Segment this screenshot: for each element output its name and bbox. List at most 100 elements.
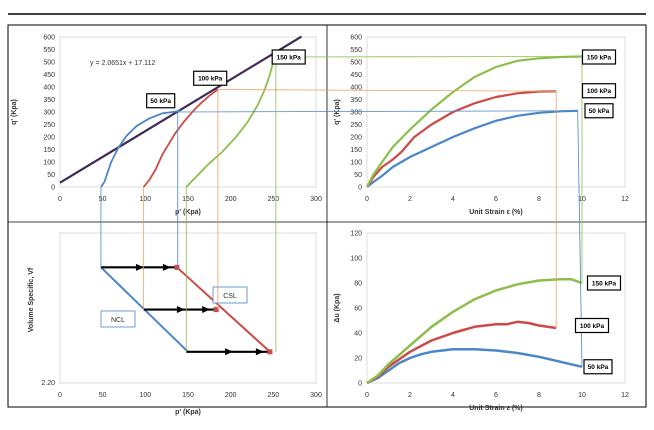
pressure-label: 50 kPa <box>588 364 609 371</box>
pressure-label: 150 kPa <box>277 54 302 61</box>
pressure-label-box <box>146 93 176 109</box>
y-tick-label: 250 <box>350 122 362 129</box>
y-tick-label: 100 <box>350 256 362 263</box>
projection-line <box>177 110 578 113</box>
x-tick-labels: 0 2 4 6 8 10 12 <box>365 392 629 399</box>
y-tick-labels: 0 50 100 150 200 250 300 350 400 450 500 550 600 <box>350 35 362 192</box>
pore-pressure-chart: 0 2 4 6 8 10 12 0 20 40 60 80 100 120 Unit Strain ε … <box>334 231 629 413</box>
volume-path-chart: 0 50 100 150 200 250 300 2.20 p' (Kpa) Volume … <box>28 232 322 416</box>
pressure-label: 100 kPa <box>580 323 605 330</box>
pressure-label: 150 kPa <box>587 54 612 61</box>
x-tick-label: 12 <box>621 196 629 203</box>
y-tick-label: 500 <box>43 60 55 67</box>
x-tick-label: 100 <box>139 196 151 203</box>
y-tick-label: 60 <box>354 306 362 313</box>
arrow-head <box>202 306 211 314</box>
pressure-label-box <box>581 83 617 99</box>
plot-area <box>59 232 317 384</box>
arrow-head <box>162 263 171 271</box>
y-axis-label: q' (Kpa) <box>11 99 18 125</box>
x-tick-label: 2 <box>408 392 412 399</box>
y-axis-label: Volume Specific, Vf <box>28 267 35 332</box>
pressure-label-box <box>583 359 613 375</box>
y-tick-label: 2.20 <box>41 380 55 387</box>
pressure-label-box <box>586 275 622 291</box>
y-tick-label: 600 <box>350 35 362 42</box>
y-axis-label: q' (Kpa) <box>334 99 341 125</box>
x-tick-label: 150 <box>182 392 194 399</box>
plot-area <box>366 232 626 384</box>
x-axis-label: p' (Kpa) <box>175 409 201 416</box>
y-tick-label: 250 <box>43 122 55 129</box>
stress-path-chart: 0 50 100 150 200 250 300 0 50 100 150 200 250 300 350… <box>11 35 322 217</box>
pressure-label: 150 kPa <box>592 280 617 287</box>
x-tick-label: 0 <box>365 392 369 399</box>
x-tick-label: 2 <box>408 196 412 203</box>
pressure-label-box <box>574 317 610 334</box>
x-tick-label: 150 <box>182 196 194 203</box>
x-tick-labels: 0 50 100 150 200 250 300 <box>58 392 322 399</box>
series-line-50-kpa <box>366 109 578 188</box>
x-tick-label: 0 <box>365 196 369 203</box>
series-group <box>100 56 277 188</box>
y-tick-label: 400 <box>350 85 362 92</box>
series-line-100-kpa <box>142 88 219 188</box>
x-tick-label: 300 <box>310 392 322 399</box>
x-tick-label: 10 <box>578 392 586 399</box>
x-tick-label: 12 <box>621 392 629 399</box>
y-tick-label: 150 <box>350 147 362 154</box>
pressure-label: 100 kPa <box>198 76 223 83</box>
arrow-head <box>255 348 264 356</box>
x-axis-label: p' (Kpa) <box>175 209 201 216</box>
pressure-label-box <box>271 49 306 65</box>
projection-line <box>275 56 583 58</box>
y-tick-label: 200 <box>43 135 55 142</box>
x-tick-label: 6 <box>494 392 498 399</box>
x-tick-label: 4 <box>451 392 455 399</box>
series-line-50-kpa <box>100 109 181 188</box>
arrow-head <box>176 306 185 314</box>
y-tick-label: 80 <box>354 281 362 288</box>
x-axis-label: Unit Strain ε (%) <box>469 209 523 216</box>
figure-frame <box>7 13 647 408</box>
series-line-100-kpa <box>366 320 557 385</box>
end-marker <box>213 307 219 313</box>
arrow-head <box>225 348 234 356</box>
y-tick-label: 350 <box>43 97 55 104</box>
plot-area <box>366 36 626 188</box>
y-tick-label: 300 <box>43 110 55 117</box>
series-line-150-kpa <box>185 56 277 188</box>
x-tick-label: 8 <box>537 196 541 203</box>
ncl-label: NCL <box>111 317 125 324</box>
series-line-150-kpa <box>366 278 583 385</box>
equation-annotation: y = 2.0651x + 17.112 <box>90 60 155 67</box>
plot-area <box>59 36 317 188</box>
y-tick-label: 400 <box>43 85 55 92</box>
y-tick-label: 200 <box>350 135 362 142</box>
y-tick-label: 450 <box>350 72 362 79</box>
y-tick-label: 600 <box>43 35 55 42</box>
y-tick-labels: 0 20 40 60 80 100 120 <box>350 231 362 388</box>
pressure-label: 50 kPa <box>150 98 171 105</box>
y-tick-label: 0 <box>51 185 55 192</box>
x-tick-label: 4 <box>451 196 455 203</box>
y-tick-label: 0 <box>358 185 362 192</box>
x-tick-label: 50 <box>99 392 107 399</box>
arrow-head <box>135 263 144 271</box>
ncl-label-box <box>100 310 136 328</box>
y-tick-label: 100 <box>350 160 362 167</box>
y-axis-label: Δu (Kpa) <box>334 293 341 322</box>
x-tick-label: 0 <box>58 196 62 203</box>
y-tick-label: 500 <box>350 60 362 67</box>
deviator-strain-chart: 0 2 4 6 8 10 12 050100150200250300350400450500… <box>334 35 629 217</box>
y-tick-label: 150 <box>43 147 55 154</box>
series-group <box>366 278 583 385</box>
y-tick-label: 50 <box>354 172 362 179</box>
end-marker <box>174 264 180 270</box>
x-axis-label: Unit Strain ε (%) <box>469 405 523 412</box>
x-tick-label: 8 <box>537 392 541 399</box>
x-tick-label: 200 <box>225 392 237 399</box>
x-tick-label: 250 <box>267 196 279 203</box>
y-tick-label: 50 <box>47 172 55 179</box>
